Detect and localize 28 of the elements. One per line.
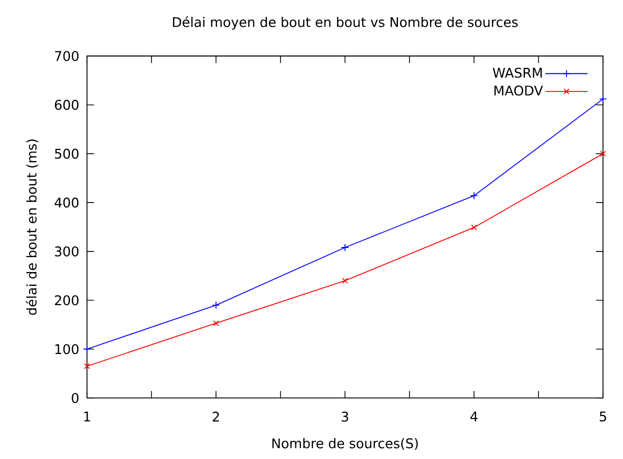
y-tick-label: 100 [55,344,78,354]
x-tick-label: 5 [600,412,606,422]
x-axis-title: Nombre de sources(S) [272,438,418,450]
point [470,192,478,200]
y-tick-label: 200 [54,295,78,306]
point [212,301,220,310]
x-tick-label: 1 [84,412,90,422]
legend-label: MAODV [494,86,543,96]
y-tick-label: 0 [72,392,78,404]
point [600,150,606,157]
x-tick-label: 4 [470,412,478,422]
x-tick-label: 3 [342,412,348,422]
point [341,244,349,252]
y-tick-label: 700 [55,50,78,62]
y-tick-label: 600 [54,100,78,110]
point [342,278,348,284]
y-tick-label: 300 [55,246,78,256]
point [84,363,90,370]
legend-label: WASRM [492,68,542,78]
chart-title: Délai moyen de bout en bout vs Nombre de sources [173,16,518,30]
point [83,345,91,354]
x-tick-label: 2 [212,412,219,422]
point [599,95,607,103]
y-tick-label: 400 [54,198,78,208]
y-tick-label: 500 [55,148,78,159]
point [213,320,219,326]
y-axis-title: délai de bout en bout (ms) [26,139,38,315]
point [471,224,477,230]
